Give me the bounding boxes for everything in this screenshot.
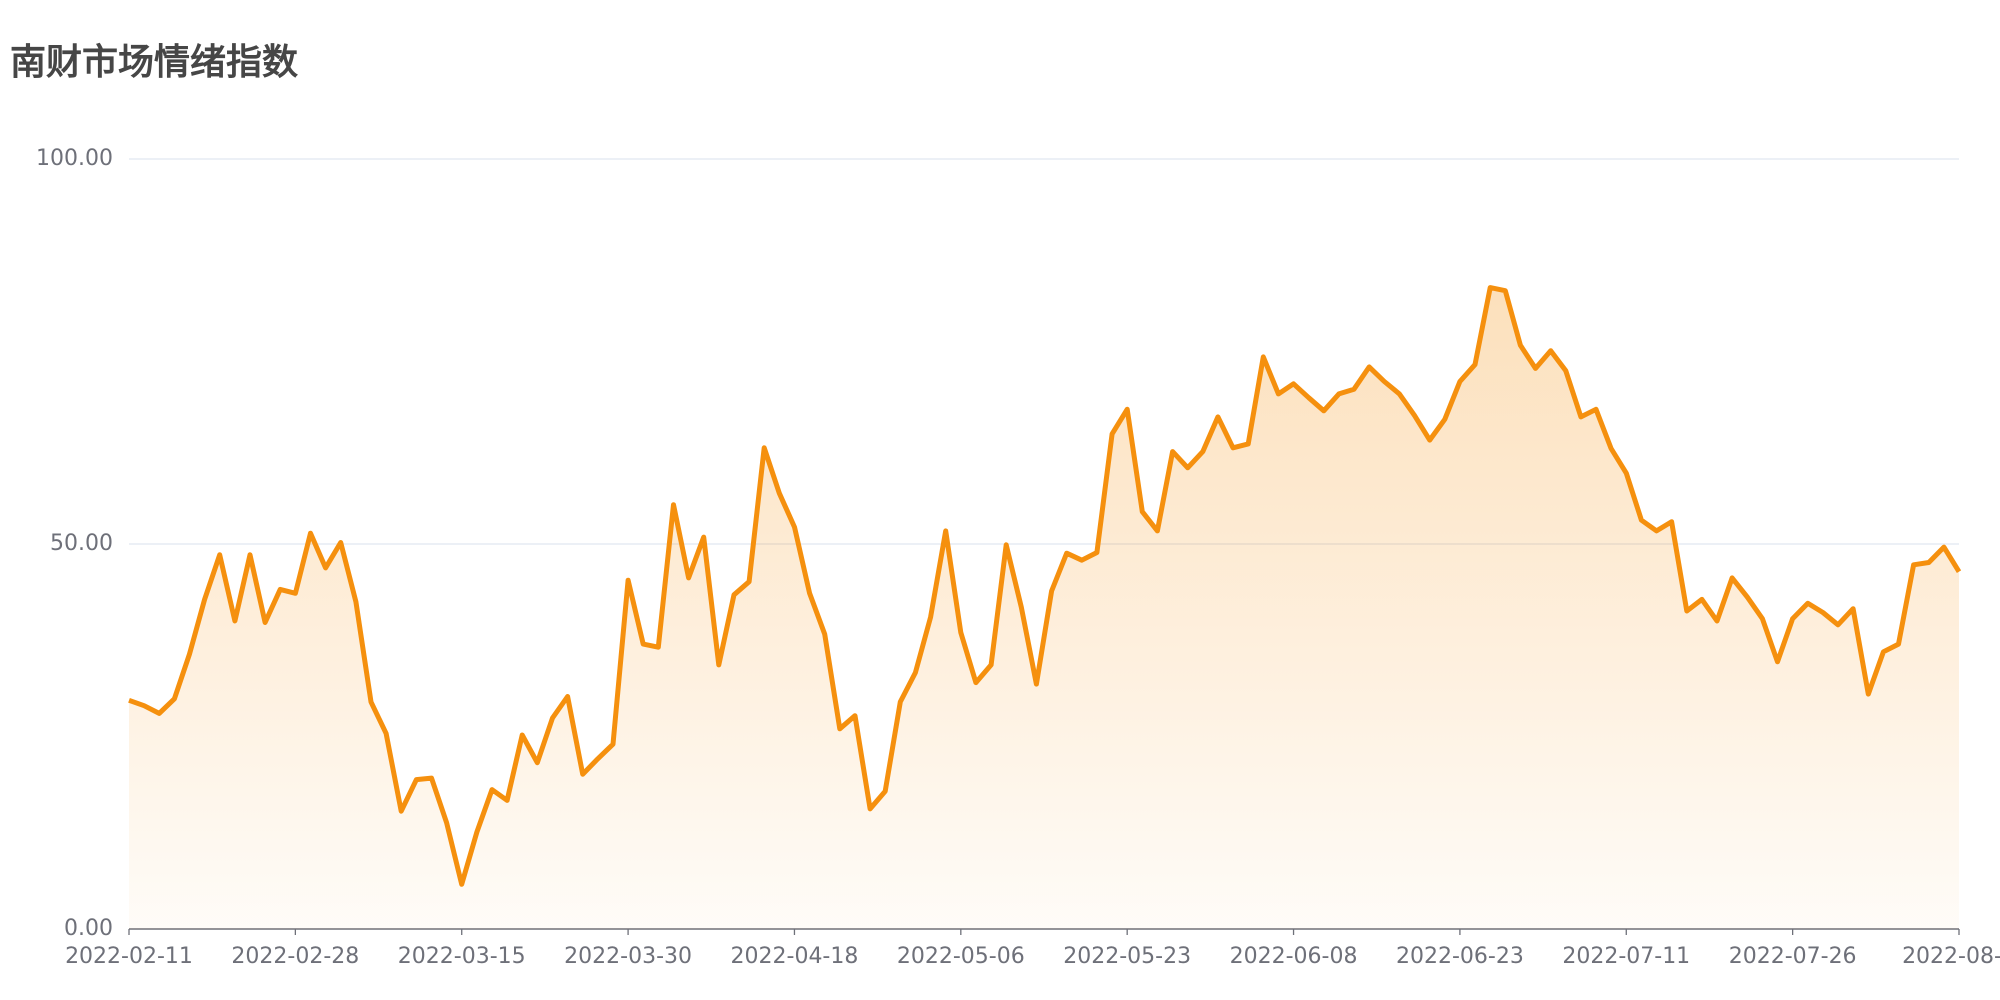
x-tick-label: 2022-06-08 bbox=[1230, 944, 1358, 969]
y-tick-label: 0.00 bbox=[64, 916, 113, 941]
x-tick-label: 2022-05-06 bbox=[897, 944, 1025, 969]
x-tick-label: 2022-02-11 bbox=[65, 944, 193, 969]
area bbox=[129, 287, 1959, 930]
y-tick-label: 100.00 bbox=[36, 146, 113, 171]
x-tick-label: 2022-08-1 bbox=[1902, 944, 2000, 969]
x-tick-label: 2022-07-11 bbox=[1562, 944, 1690, 969]
x-tick-label: 2022-03-30 bbox=[564, 944, 692, 969]
line bbox=[128, 285, 1962, 887]
x-tick-label: 2022-05-23 bbox=[1063, 944, 1191, 969]
x-tick-label: 2022-02-28 bbox=[231, 944, 359, 969]
y-tick-label: 50.00 bbox=[50, 531, 113, 556]
x-tick-label: 2022-07-26 bbox=[1729, 944, 1857, 969]
chart-title: 南财市场情绪指数 bbox=[10, 42, 298, 83]
x-tick-label: 2022-03-15 bbox=[398, 944, 526, 969]
x-tick-label: 2022-04-18 bbox=[731, 944, 859, 969]
x-tick-label: 2022-06-23 bbox=[1396, 944, 1524, 969]
